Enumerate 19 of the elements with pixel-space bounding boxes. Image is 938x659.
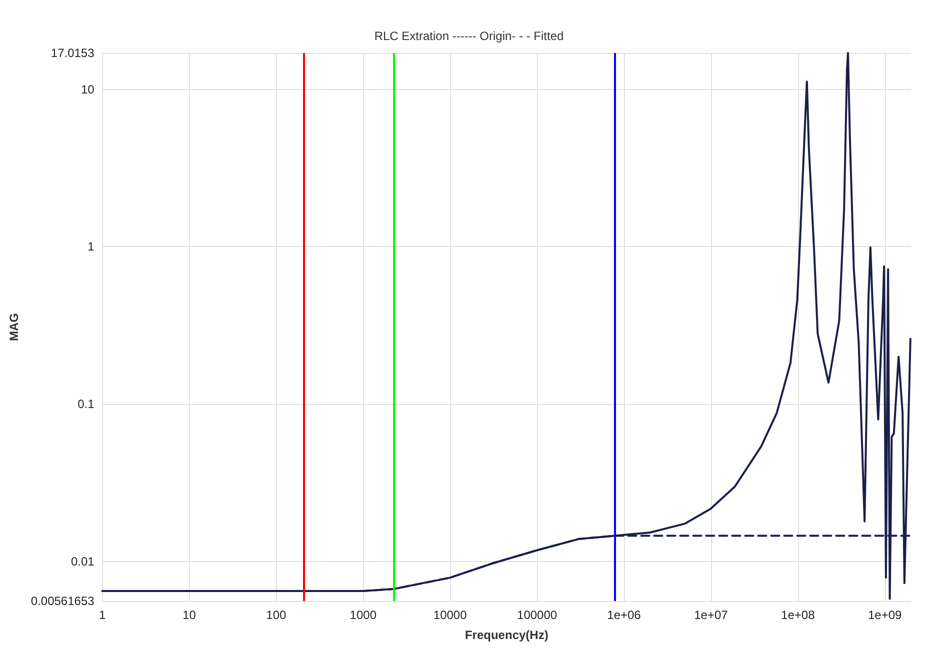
y-tick-label: 17.0153 [50, 46, 95, 60]
y-tick-label: 0.1 [78, 397, 95, 412]
x-tick-label: 100000 [517, 608, 558, 622]
x-axis-title: Frequency(Hz) [464, 628, 548, 642]
x-tick-label: 1e+08 [781, 608, 816, 622]
y-tick-label: 10 [80, 82, 95, 96]
x-tick-label: 1e+06 [607, 608, 642, 622]
x-tick-label: 100 [266, 608, 287, 622]
chart-title: RLC Extration ------ Origin- - - Fitted [374, 29, 564, 43]
x-tick-label: 1 [98, 608, 106, 622]
y-tick-label: 0.00561653 [30, 594, 95, 608]
x-tick-label: 1e+09 [868, 608, 902, 622]
x-tick-label: 1e+07 [694, 608, 728, 622]
x-tick-label: 10 [182, 608, 196, 622]
x-tick-label: 10000 [433, 608, 468, 622]
y-tick-label: 0.01 [70, 554, 95, 569]
y-tick-label: 1 [88, 240, 95, 254]
y-axis-title: MAG [7, 313, 21, 341]
x-tick-label: 1000 [350, 608, 377, 622]
